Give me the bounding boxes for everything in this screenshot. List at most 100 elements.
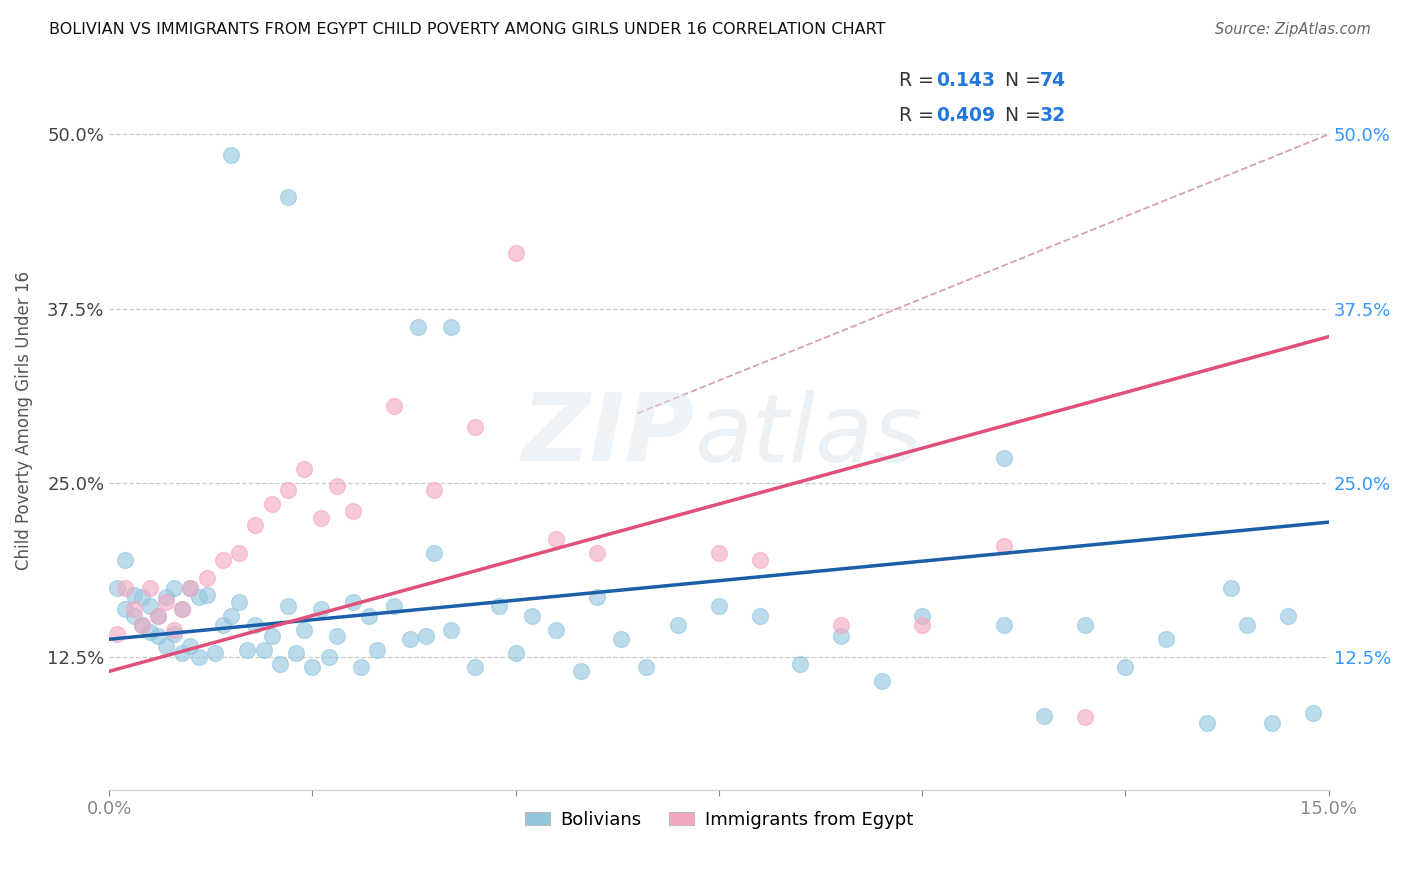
Point (382, 599, 405, 613)
Point (292, 623, 315, 637)
Point (505, 246, 527, 260)
Point (269, 657, 291, 672)
Point (146, 608, 169, 623)
Point (1261, 715, 1284, 730)
Point (122, 608, 145, 623)
Point (1154, 632, 1177, 647)
Point (212, 618, 235, 632)
Point (187, 591, 209, 605)
Point (219, 608, 242, 623)
Point (187, 650, 209, 665)
Point (219, 148, 242, 162)
Point (131, 618, 153, 632)
Point (236, 643, 259, 657)
Point (993, 618, 1015, 632)
Point (586, 546, 609, 560)
Point (146, 630, 169, 644)
Point (122, 588, 145, 602)
Point (546, 532, 568, 546)
Point (359, 608, 381, 623)
Point (204, 646, 226, 660)
Point (748, 553, 770, 567)
Point (1195, 715, 1218, 730)
Point (610, 632, 633, 647)
Point (155, 639, 177, 653)
Point (1302, 706, 1324, 721)
Point (114, 581, 136, 595)
Text: R =: R = (900, 106, 941, 125)
Point (488, 599, 510, 613)
Point (163, 626, 186, 640)
Point (131, 591, 153, 605)
Point (139, 599, 162, 613)
Point (1074, 618, 1097, 632)
Point (114, 601, 136, 615)
Text: R =: R = (900, 71, 941, 90)
Point (464, 660, 486, 674)
Legend: Bolivians, Immigrants from Egypt: Bolivians, Immigrants from Egypt (517, 804, 921, 837)
Text: BOLIVIAN VS IMMIGRANTS FROM EGYPT CHILD POVERTY AMONG GIRLS UNDER 16 CORRELATION: BOLIVIAN VS IMMIGRANTS FROM EGYPT CHILD … (49, 22, 886, 37)
Point (1074, 710, 1097, 724)
Point (789, 657, 811, 672)
Point (301, 660, 323, 674)
Point (350, 660, 373, 674)
Point (139, 581, 162, 595)
Point (212, 553, 235, 567)
Point (277, 483, 299, 497)
Point (406, 319, 429, 334)
Text: 0.409: 0.409 (936, 106, 995, 125)
Point (179, 581, 201, 595)
Point (105, 626, 128, 640)
Point (382, 400, 405, 414)
Point (1114, 660, 1136, 674)
Point (634, 660, 657, 674)
Point (342, 504, 364, 518)
Text: atlas: atlas (695, 390, 922, 481)
Point (415, 630, 437, 644)
Point (260, 497, 283, 511)
Text: 32: 32 (1039, 106, 1066, 125)
Point (195, 588, 218, 602)
Point (131, 618, 153, 632)
Point (163, 623, 186, 637)
Point (464, 420, 486, 434)
Point (993, 450, 1015, 465)
Point (423, 483, 446, 497)
Point (163, 581, 186, 595)
Point (155, 591, 177, 605)
Point (285, 646, 308, 660)
Point (666, 618, 689, 632)
Point (911, 618, 934, 632)
Point (277, 190, 299, 204)
Point (179, 639, 201, 653)
Point (245, 618, 267, 632)
Point (114, 553, 136, 567)
Point (252, 643, 274, 657)
Point (172, 601, 194, 615)
Point (993, 539, 1015, 553)
Point (292, 462, 315, 476)
Point (155, 594, 177, 608)
Point (195, 571, 218, 585)
Point (309, 601, 332, 615)
Point (423, 546, 446, 560)
Point (105, 581, 128, 595)
Text: 0.143: 0.143 (936, 71, 995, 90)
Point (1033, 709, 1056, 723)
Point (830, 630, 852, 644)
Point (122, 601, 145, 615)
Point (546, 623, 568, 637)
Point (326, 630, 349, 644)
Point (440, 319, 463, 334)
Point (228, 546, 250, 560)
Text: Source: ZipAtlas.com: Source: ZipAtlas.com (1215, 22, 1371, 37)
Point (318, 650, 340, 665)
Point (830, 618, 852, 632)
Point (520, 608, 543, 623)
Point (260, 630, 283, 644)
Text: 74: 74 (1039, 71, 1066, 90)
Point (326, 479, 349, 493)
Point (586, 591, 609, 605)
Point (748, 608, 770, 623)
Point (1220, 581, 1243, 595)
